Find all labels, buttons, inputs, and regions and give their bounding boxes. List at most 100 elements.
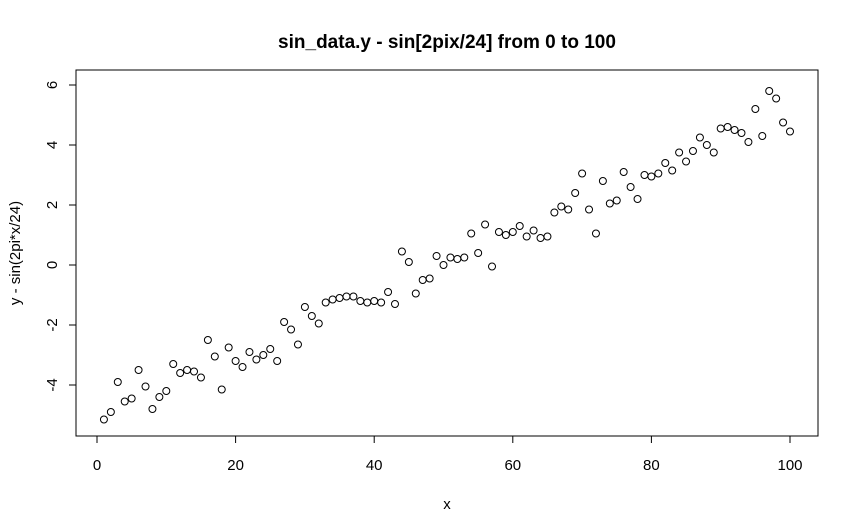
data-point bbox=[709, 148, 718, 157]
data-point bbox=[224, 343, 233, 352]
data-point bbox=[695, 133, 704, 142]
data-point bbox=[557, 202, 566, 211]
y-tick-label: -4 bbox=[44, 378, 61, 391]
data-point bbox=[605, 199, 614, 208]
data-point bbox=[280, 318, 289, 326]
data-point bbox=[210, 352, 219, 361]
data-point bbox=[432, 252, 441, 260]
data-point bbox=[397, 247, 406, 256]
data-point bbox=[550, 208, 559, 217]
data-point bbox=[564, 205, 573, 214]
data-point bbox=[190, 367, 199, 376]
y-tick-label: 4 bbox=[44, 141, 61, 149]
data-point bbox=[460, 253, 469, 262]
y-tick-label: 6 bbox=[44, 81, 61, 89]
data-point bbox=[266, 345, 275, 353]
data-point bbox=[591, 229, 600, 238]
data-point bbox=[183, 366, 192, 374]
data-point bbox=[529, 226, 538, 235]
data-point bbox=[453, 255, 462, 263]
x-tick-label: 100 bbox=[777, 457, 802, 474]
x-tick-label: 60 bbox=[504, 457, 521, 474]
data-point bbox=[481, 220, 490, 229]
data-point bbox=[578, 169, 587, 178]
data-point bbox=[335, 294, 344, 302]
data-point bbox=[494, 228, 503, 236]
data-point bbox=[377, 298, 386, 307]
data-point bbox=[155, 393, 164, 401]
data-point bbox=[723, 123, 732, 131]
data-point bbox=[120, 397, 129, 406]
data-point bbox=[744, 138, 753, 146]
data-point bbox=[786, 127, 794, 136]
data-point bbox=[134, 366, 143, 374]
data-point bbox=[474, 249, 483, 257]
data-point bbox=[488, 262, 497, 271]
chart-title: sin_data.y - sin[2pix/24] from 0 to 100 bbox=[278, 32, 616, 53]
data-point bbox=[571, 189, 580, 197]
data-point bbox=[384, 288, 393, 296]
data-point bbox=[751, 105, 760, 113]
x-tick-label: 0 bbox=[93, 457, 101, 474]
data-point bbox=[446, 253, 455, 262]
data-point bbox=[598, 177, 607, 185]
data-point bbox=[668, 166, 677, 175]
data-point bbox=[203, 336, 212, 344]
y-tick-label: 0 bbox=[44, 261, 61, 269]
data-point bbox=[217, 385, 226, 394]
data-point bbox=[737, 129, 746, 137]
data-point bbox=[501, 231, 510, 239]
data-point bbox=[536, 234, 545, 242]
data-point bbox=[467, 229, 476, 238]
data-point bbox=[231, 357, 240, 365]
data-point bbox=[259, 351, 268, 359]
data-point bbox=[245, 348, 254, 356]
data-point bbox=[647, 172, 656, 181]
data-point bbox=[176, 369, 185, 377]
x-tick-label: 20 bbox=[227, 457, 244, 474]
data-point bbox=[307, 312, 316, 320]
data-point bbox=[702, 141, 711, 149]
plot-area-box bbox=[75, 69, 819, 437]
y-tick-label: -2 bbox=[44, 318, 61, 331]
data-point bbox=[418, 276, 427, 284]
y-axis-label: y - sin(2pi*x/24) bbox=[7, 201, 24, 305]
y-axis: -4 -2 0 2 4 6 bbox=[44, 81, 77, 392]
data-point bbox=[196, 373, 205, 382]
data-point bbox=[772, 94, 781, 103]
data-point bbox=[508, 228, 517, 236]
data-point bbox=[626, 183, 635, 191]
data-point bbox=[321, 298, 330, 307]
data-point bbox=[716, 124, 725, 133]
data-point bbox=[585, 205, 594, 214]
x-tick-label: 40 bbox=[366, 457, 383, 474]
data-point bbox=[162, 387, 171, 395]
data-point bbox=[390, 300, 399, 308]
data-point bbox=[300, 303, 309, 311]
data-point bbox=[654, 169, 663, 178]
data-point bbox=[238, 363, 247, 371]
data-point bbox=[411, 289, 420, 298]
data-point bbox=[127, 394, 136, 403]
data-point bbox=[675, 148, 684, 157]
data-point bbox=[682, 157, 691, 166]
data-point bbox=[779, 118, 788, 127]
data-point bbox=[314, 319, 323, 328]
data-point bbox=[328, 295, 337, 304]
y-tick-label: 2 bbox=[44, 201, 61, 209]
data-point bbox=[522, 232, 531, 241]
x-axis-label: x bbox=[443, 496, 451, 513]
data-point bbox=[273, 357, 282, 365]
x-tick-label: 80 bbox=[643, 457, 660, 474]
data-point bbox=[141, 382, 150, 391]
data-point bbox=[370, 297, 379, 305]
data-point bbox=[688, 147, 697, 155]
data-point bbox=[425, 274, 434, 283]
data-point bbox=[439, 261, 448, 269]
data-point bbox=[363, 298, 372, 307]
data-point bbox=[113, 378, 122, 386]
data-point bbox=[293, 340, 302, 349]
data-point bbox=[287, 325, 296, 334]
